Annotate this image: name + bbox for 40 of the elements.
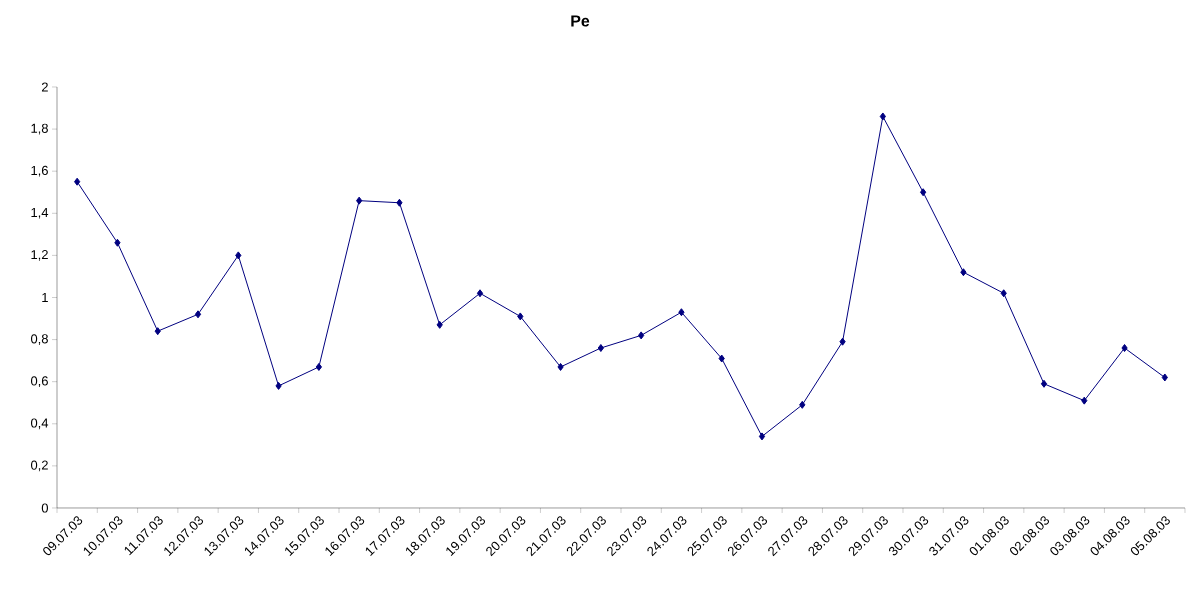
point — [74, 177, 81, 186]
point — [235, 251, 242, 260]
y-tick-label: 2 — [41, 82, 48, 92]
y-tick-label: 0 — [41, 503, 48, 513]
point — [315, 362, 322, 371]
point — [517, 312, 524, 321]
point — [839, 337, 846, 346]
chart-title: Pe — [571, 15, 590, 27]
point — [758, 432, 766, 441]
y-tick-label: 0,6 — [30, 376, 48, 388]
point — [960, 268, 967, 277]
point — [678, 308, 685, 317]
y-tick-label: 0,4 — [30, 418, 49, 430]
point — [1161, 373, 1168, 382]
y-tick-label: 1,4 — [31, 208, 49, 219]
y-tick-label: 1 — [42, 293, 48, 302]
point — [1081, 396, 1088, 405]
point — [597, 344, 604, 352]
point — [557, 362, 564, 371]
point — [920, 188, 927, 197]
point — [356, 196, 363, 205]
point — [638, 331, 645, 340]
point — [476, 289, 484, 298]
point — [396, 198, 403, 207]
y-tick-label: 1,6 — [31, 165, 48, 177]
point — [799, 400, 806, 409]
y-tick-label: 1,2 — [31, 250, 48, 261]
point — [1121, 344, 1128, 352]
point — [275, 381, 282, 390]
y-tick-label: 1,8 — [31, 123, 48, 135]
point — [194, 310, 202, 319]
point — [436, 320, 443, 329]
point — [718, 354, 725, 363]
y-tick-label: 0,8 — [30, 334, 48, 345]
y-tick-label: 0,2 — [30, 460, 48, 472]
point — [1040, 379, 1048, 388]
point — [154, 327, 161, 336]
point — [1000, 289, 1007, 298]
point — [879, 112, 886, 121]
point — [114, 238, 121, 247]
